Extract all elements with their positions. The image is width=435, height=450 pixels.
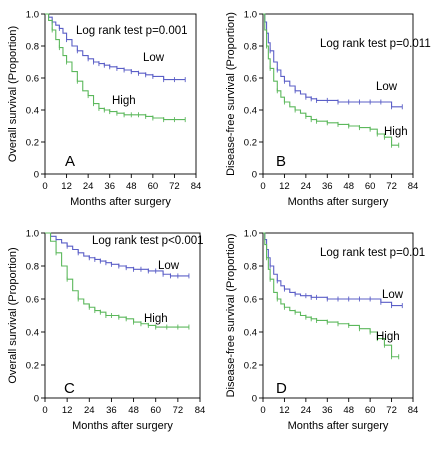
y-tick-label: 0.4	[244, 106, 257, 117]
y-tick-label: 0.8	[244, 42, 257, 53]
x-tick-label: 0	[260, 181, 265, 192]
y-axis-label: Disease-free survival (Proportion)	[225, 234, 237, 398]
x-tick-label: 72	[169, 181, 180, 192]
x-tick-label: 36	[322, 181, 333, 192]
y-tick-label: 0.8	[26, 262, 39, 273]
y-tick-label: 1.0	[26, 229, 39, 240]
y-tick-label: 0.2	[26, 361, 39, 372]
x-tick-label: 36	[104, 181, 115, 192]
plot-frame	[44, 13, 197, 175]
x-axis-label: Months after surgery	[70, 196, 171, 208]
x-tick-label: 60	[365, 181, 376, 192]
x-tick-label: 60	[148, 181, 159, 192]
y-tick-label: 0.8	[244, 262, 257, 273]
x-tick-label: 72	[173, 405, 184, 416]
x-tick-label: 84	[195, 405, 206, 416]
km-curve-high	[263, 13, 399, 146]
x-axis-label: Months after surgery	[288, 420, 389, 432]
x-tick-label: 36	[322, 405, 333, 416]
x-tick-label: 12	[61, 181, 72, 192]
x-tick-label: 0	[42, 405, 47, 416]
x-tick-label: 24	[84, 405, 95, 416]
plot-frame	[262, 13, 414, 175]
y-tick-label: 0.2	[244, 361, 257, 372]
y-tick-label: 0.6	[26, 74, 39, 85]
x-tick-label: 84	[408, 181, 419, 192]
y-tick-label: 0.2	[26, 138, 39, 149]
x-axis-label: Months after surgery	[288, 196, 389, 208]
y-axis-label: Overall survival (Proportion)	[7, 247, 19, 383]
series-label-low: Low	[382, 289, 404, 301]
y-tick-label: 0	[252, 394, 257, 405]
x-tick-label: 48	[126, 181, 137, 192]
x-tick-label: 48	[343, 181, 354, 192]
km-curve-low	[263, 13, 403, 108]
plot-frame	[262, 232, 414, 399]
km-panel-d: 0 0.2 0.4 0.6 0.8 1.0 0 12 24 36 48 60 72 84 Months af…	[225, 229, 425, 433]
x-tick-label: 60	[365, 405, 376, 416]
x-tick-label: 12	[62, 405, 73, 416]
x-axis-label: Months after surgery	[72, 420, 173, 432]
x-tick-label: 84	[191, 181, 202, 192]
series-label-low: Low	[143, 52, 165, 64]
x-tick-label: 72	[386, 181, 397, 192]
plot-frame	[44, 232, 201, 399]
y-tick-label: 0.2	[244, 138, 257, 149]
y-tick-label: 1.0	[26, 10, 39, 21]
panel-letter: C	[64, 380, 75, 397]
series-label-high: High	[144, 313, 168, 325]
km-panel-a: 0 0.2 0.4 0.6 0.8 1.0 0 12 24 36 48 60 72 84 Months af…	[7, 10, 201, 209]
series-label-high: High	[376, 331, 400, 343]
x-tick-label: 24	[83, 181, 94, 192]
y-tick-label: 1.0	[244, 229, 257, 240]
y-tick-label: 1.0	[244, 10, 257, 21]
y-axis-label: Disease-free survival (Proportion)	[225, 12, 237, 176]
km-panel-b: 0 0.2 0.4 0.6 0.8 1.0 0 12 24 36 48 60 72 84 Months af…	[225, 10, 431, 209]
x-tick-label: 72	[386, 405, 397, 416]
series-label-low: Low	[158, 260, 180, 272]
panel-letter: D	[276, 380, 287, 397]
log-rank-annotation: Log rank test p=0.011	[320, 38, 431, 50]
panel-letter: A	[65, 153, 75, 170]
x-tick-label: 24	[301, 405, 312, 416]
x-tick-label: 12	[279, 405, 290, 416]
y-tick-label: 0.4	[26, 328, 39, 339]
x-tick-label: 0	[260, 405, 265, 416]
x-tick-label: 24	[301, 181, 312, 192]
series-label-high: High	[384, 126, 408, 138]
y-axis-label: Overall survival (Proportion)	[7, 26, 19, 162]
x-tick-label: 60	[150, 405, 161, 416]
y-tick-label: 0	[252, 170, 257, 181]
y-tick-label: 0	[34, 170, 39, 181]
log-rank-annotation: Log rank test p=0.01	[320, 247, 425, 259]
x-tick-label: 12	[279, 181, 290, 192]
y-tick-label: 0	[34, 394, 39, 405]
km-curve-low	[45, 13, 186, 81]
y-tick-label: 0.6	[26, 295, 39, 306]
x-tick-label: 84	[408, 405, 419, 416]
x-tick-label: 48	[343, 405, 354, 416]
series-label-low: Low	[376, 81, 398, 93]
log-rank-annotation: Log rank test p<0.001	[92, 235, 204, 247]
panel-letter: B	[276, 153, 286, 170]
x-tick-label: 0	[42, 181, 47, 192]
y-tick-label: 0.8	[26, 42, 39, 53]
km-panel-c: 0 0.2 0.4 0.6 0.8 1.0 0 12 24 36 48 60 72 84 Months af…	[7, 229, 205, 433]
log-rank-annotation: Log rank test p=0.001	[76, 25, 188, 37]
x-tick-label: 36	[106, 405, 117, 416]
y-tick-label: 0.4	[244, 328, 257, 339]
y-tick-label: 0.6	[244, 74, 257, 85]
x-tick-label: 48	[128, 405, 139, 416]
y-tick-label: 0.4	[26, 106, 39, 117]
series-label-high: High	[112, 95, 136, 107]
y-tick-label: 0.6	[244, 295, 257, 306]
